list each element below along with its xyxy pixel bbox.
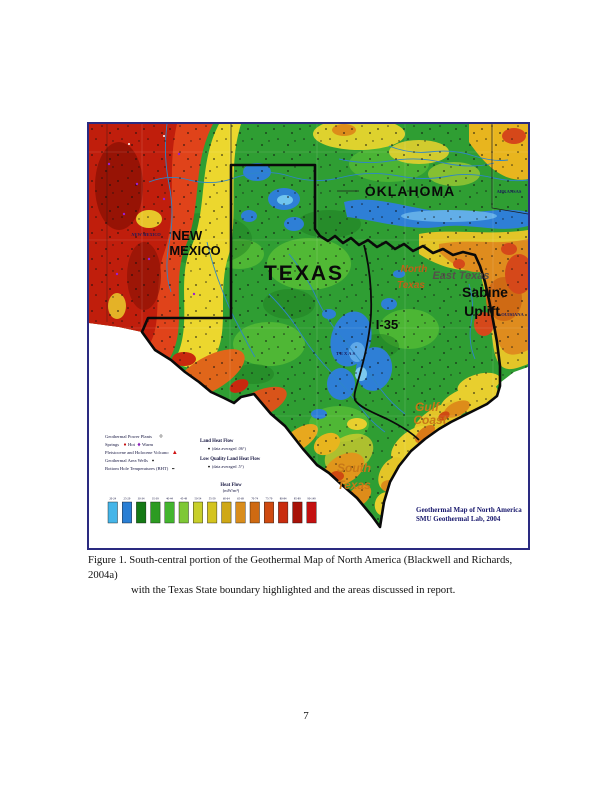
well-dot-icon	[152, 459, 154, 462]
label-texas-small: TEXAS	[336, 351, 356, 356]
label-gulf-coast-line2: Coast	[413, 413, 447, 427]
scale-label: 80-84	[280, 497, 287, 501]
scale-swatch	[122, 501, 132, 524]
legend-low-quality-note: (data averaged .5°)	[212, 464, 244, 469]
scale-swatch	[207, 501, 218, 524]
state-borders	[106, 124, 528, 322]
scale-label: 50-54	[195, 497, 202, 501]
legend-land-heat-flow: Land Heat Flow	[200, 439, 234, 444]
legend-springs: Springs	[105, 442, 119, 447]
legend-springs-hot: Hot	[128, 442, 136, 447]
label-north-texas-line1: North	[401, 264, 428, 275]
land-heat-flow-dot-icon	[208, 447, 210, 450]
label-south-texas-line2: Texas	[337, 478, 371, 492]
scale-label: 30-34	[138, 497, 145, 501]
scale-swatch	[306, 501, 317, 524]
figure-caption: Figure 1. South-central portion of the G…	[88, 553, 532, 598]
label-new-mexico-line1: NEW	[172, 228, 203, 243]
scale-label: 75-79	[266, 497, 273, 501]
scale-units: (mW/m²)	[223, 488, 240, 493]
scale-swatch	[249, 501, 260, 524]
scale-swatch	[136, 501, 147, 524]
scale-swatch	[178, 501, 189, 524]
label-oklahoma: OKLAHOMA	[365, 183, 455, 199]
scale-label: 85-89	[294, 497, 301, 501]
legend-land-heat-flow-note: (data averaged .06°)	[212, 446, 246, 451]
label-sabine-line2: Uplift	[464, 303, 500, 319]
label-texas: TEXAS	[264, 262, 344, 285]
label-gulf-coast-line1: Gulf	[415, 400, 440, 414]
hot-spring-icon	[123, 443, 127, 446]
i35-corridor-line	[353, 244, 420, 441]
legend-bht: Bottom Hole Temperatures (BHT)	[105, 466, 169, 471]
scale-label: 40-44	[166, 497, 173, 501]
scale-title: Heat Flow	[220, 483, 242, 488]
low-quality-dot-icon	[208, 465, 210, 468]
scale-swatch	[263, 501, 274, 524]
scale-label: 65-69	[237, 497, 244, 501]
scale-label: 55-59	[209, 497, 216, 501]
scale-swatch	[235, 501, 246, 524]
label-i35: I-35	[376, 317, 398, 332]
label-new-mexico-small: NEW MEXICO	[130, 232, 161, 237]
scale-swatch	[221, 501, 232, 524]
geothermal-map-figure: NEW MEXICO OKLAHOMA TEXAS ARKANSAS LOUIS…	[87, 122, 530, 550]
label-arkansas: ARKANSAS	[497, 189, 522, 194]
legend-wells: Geothermal Area Wells	[105, 458, 148, 463]
label-south-texas-line1: South	[337, 461, 371, 475]
heat-flow-color-scale	[107, 501, 317, 524]
geothermal-map: NEW MEXICO OKLAHOMA TEXAS ARKANSAS LOUIS…	[89, 124, 528, 548]
scale-label: 45-49	[180, 497, 187, 501]
scale-swatch	[150, 501, 161, 524]
scale-label: 60-64	[223, 497, 230, 501]
legend-springs-warm: Warm	[142, 442, 154, 447]
map-credit: Geothermal Map of North America SMU Geot…	[416, 506, 522, 523]
warm-spring-icon	[137, 442, 141, 447]
scale-swatch	[107, 501, 118, 524]
heat-flow-scale-labels: 20-24 25-29 30-34 35-39 40-44 45-49 50-5…	[109, 497, 316, 501]
scale-label: 35-39	[152, 497, 159, 501]
bht-dash-icon	[172, 468, 175, 470]
page-number: 7	[303, 710, 309, 722]
scale-swatch	[164, 501, 175, 524]
map-credit-line1: Geothermal Map of North America	[416, 506, 522, 514]
legend-volcano: Pleistocene and Holocene Volcano	[105, 450, 169, 455]
legend-low-quality: Low Quality Land Heat Flow	[200, 457, 261, 462]
scale-label: 25-29	[124, 497, 131, 501]
label-louisiana: LOUISIANA	[498, 312, 524, 317]
scale-label: 20-24	[109, 497, 116, 501]
map-credit-line2: SMU Geothermal Lab, 2004	[416, 515, 501, 523]
figure-caption-line1: Figure 1. South-central portion of the G…	[88, 554, 513, 581]
power-plant-icon	[159, 434, 163, 438]
figure-caption-line2: with the Texas State boundary highlighte…	[131, 584, 456, 596]
scale-swatch	[292, 501, 303, 524]
label-new-mexico-line2: MEXICO	[169, 243, 220, 258]
scale-label: 90-149	[307, 497, 316, 501]
scale-label: 70-74	[251, 497, 258, 501]
volcano-well-dots	[107, 135, 196, 296]
map-legend: Geothermal Power Plants Springs Hot Warm…	[105, 434, 317, 524]
label-sabine-line1: Sabine	[462, 284, 508, 300]
scale-swatch	[278, 501, 289, 524]
volcano-icon	[173, 450, 177, 454]
label-north-texas-line2: Texas	[397, 280, 425, 291]
legend-power-plants: Geothermal Power Plants	[105, 434, 152, 439]
texas-state-boundary	[140, 163, 502, 529]
scale-swatch	[192, 501, 203, 524]
label-east-texas: East Texas	[432, 270, 489, 282]
